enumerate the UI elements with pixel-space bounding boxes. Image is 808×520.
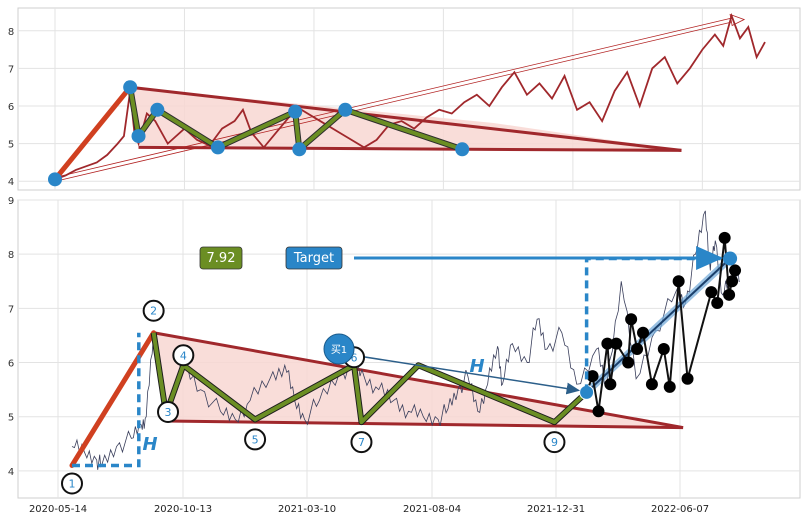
top-pivot-dot	[48, 172, 62, 187]
bottom-breakout-marker	[625, 313, 638, 326]
bottom-pivot-label: 3	[165, 406, 172, 419]
bottom-breakout-marker	[601, 337, 614, 350]
bottom-pivot-label: 6	[351, 351, 358, 364]
bottom-breakout-marker	[604, 378, 617, 391]
bottom-breakout-marker	[723, 288, 736, 301]
bottom-breakout-marker	[681, 372, 694, 385]
bottom-x-tick-labels: 2020-05-14 2020-10-13 2021-03-10 2021-08-04…	[29, 504, 709, 515]
bottom-pivot-circle	[244, 428, 267, 451]
bottom-breakout-marker	[645, 378, 658, 391]
bottom-pivot-circle	[172, 344, 195, 367]
top-pivot-dot	[455, 142, 470, 157]
bottom-pivot-circle	[142, 299, 165, 322]
top-pivot-dot	[292, 142, 307, 157]
bottom-breakout-marker	[705, 286, 718, 299]
bottom-breakout-marker	[672, 275, 685, 288]
bottom-breakout-marker	[631, 343, 644, 355]
bottom-buy-arrow	[351, 354, 581, 395]
top-thrust-line	[52, 84, 133, 182]
bottom-breakout-marker	[637, 326, 650, 339]
h-label-right: H	[469, 356, 484, 377]
bottom-breakout-marker	[586, 370, 599, 383]
bottom-x-tick: 2021-03-10	[278, 504, 336, 515]
bottom-y-tick: 5	[8, 413, 14, 424]
bottom-y-tick: 4	[8, 467, 14, 478]
top-pivot-dot	[288, 104, 303, 119]
top-triangle-upper	[130, 85, 682, 152]
bottom-breakout-marker	[592, 405, 605, 418]
bottom-breakout-marker	[622, 356, 635, 369]
bottom-pivot-circle	[61, 472, 83, 495]
target-box	[285, 246, 343, 270]
top-y-tick: 8	[8, 27, 14, 38]
top-y-tick-labels: 4 5 6 7 8	[8, 27, 14, 188]
buy-marker	[323, 333, 355, 365]
top-pivot-dot	[210, 140, 225, 155]
top-panel: 4 5 6 7 8	[8, 7, 801, 191]
bottom-breakout-marker	[657, 343, 670, 355]
bottom-breakout-path	[579, 231, 742, 418]
bottom-pivot-label: 7	[358, 436, 365, 449]
top-projection-line-a	[54, 17, 735, 178]
bottom-x-tick: 2021-08-04	[403, 504, 461, 515]
top-pivot-points	[48, 80, 470, 187]
top-pivot-dot	[338, 102, 353, 117]
value-box	[199, 246, 243, 270]
bottom-pivot-label: 1	[69, 477, 76, 490]
top-pivot-dot	[131, 129, 146, 144]
bottom-x-tick: 2021-12-31	[527, 504, 585, 515]
bottom-x-tick: 2022-06-07	[651, 504, 709, 515]
top-y-tick: 7	[8, 64, 14, 75]
top-y-tick: 6	[8, 102, 14, 113]
bottom-y-tick-labels: 4 5 6 7 8 9	[8, 196, 14, 478]
bottom-triangle-lower	[165, 419, 684, 430]
bottom-pivot-label: 2	[150, 305, 157, 318]
bottom-x-tick: 2020-05-14	[29, 504, 87, 515]
bottom-y-tick: 9	[8, 196, 14, 207]
top-projection-line-b	[54, 21, 735, 182]
bottom-pivot-label: 4	[180, 349, 187, 362]
top-triangle-lower	[138, 145, 682, 152]
bottom-x-tick: 2020-10-13	[154, 504, 212, 515]
top-pivot-dot	[150, 102, 165, 117]
bottom-panel-frame	[17, 199, 801, 499]
bottom-pivot-circle	[157, 401, 180, 424]
bottom-breakout-marker	[663, 380, 676, 393]
bottom-breakout-marker	[729, 264, 742, 277]
top-pivot-dot	[123, 80, 138, 95]
bottom-y-tick: 7	[8, 304, 14, 315]
bottom-y-tick: 8	[8, 250, 14, 261]
bottom-pivot-circle	[543, 431, 566, 454]
bottom-thrust-line	[69, 330, 157, 468]
value-box-label: 7.92	[207, 251, 236, 266]
bottom-breakout-marker	[726, 275, 739, 288]
target-box-label: Target	[293, 251, 334, 266]
bottom-breakout-marker	[610, 337, 623, 350]
top-y-tick: 5	[8, 140, 14, 151]
bottom-annotations	[72, 246, 731, 468]
bottom-pivot-circle	[350, 431, 373, 454]
h-label-left: H	[142, 434, 157, 455]
bottom-breakout-marker	[711, 296, 724, 309]
top-y-tick: 4	[8, 177, 14, 188]
buy-marker-label: 买1	[331, 344, 347, 356]
bottom-trend-line	[585, 257, 731, 394]
bottom-pivot-label: 9	[551, 436, 558, 449]
bottom-breakout-marker	[718, 231, 731, 244]
top-triangle-pattern	[130, 85, 682, 152]
bottom-pivot-label: 5	[252, 433, 259, 446]
bottom-h-dashed-left	[72, 332, 141, 468]
bottom-y-tick: 6	[8, 359, 14, 370]
